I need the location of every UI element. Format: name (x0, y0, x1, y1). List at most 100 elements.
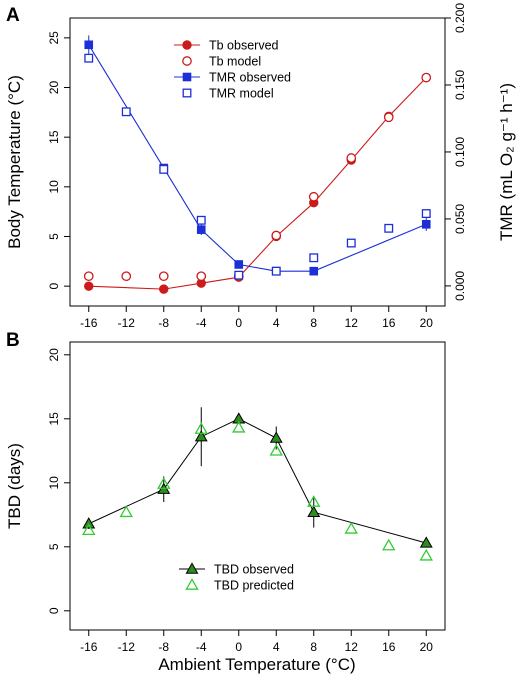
panel-a-x-tick-label: 4 (273, 316, 280, 330)
tmr-model-point (309, 253, 319, 263)
panel-a-x-tick-label: 16 (382, 316, 396, 330)
tb-model-point (158, 271, 169, 282)
legend-tmr-model-label: TMR model (209, 87, 274, 101)
tmr-model-point (121, 107, 131, 117)
panel-b-x-tick-label: 20 (420, 640, 434, 654)
panel-b-y-tick-label: 15 (47, 412, 61, 426)
tb-model-point (421, 72, 432, 83)
legend-tmr-observed-label: TMR observed (209, 71, 291, 85)
tmr-observed-point (309, 266, 319, 276)
panel-b-x-tick-label: -12 (118, 640, 136, 654)
tbd-observed-point (419, 536, 433, 548)
legend-tbd-predicted-symbol (185, 578, 199, 590)
legend-tbd-observed-symbol (185, 562, 199, 574)
tmr-model-point (271, 266, 281, 276)
panel-b: B TBD (days) Ambient Temperature (°C) -1… (5, 330, 446, 674)
panel-b-letter: B (6, 330, 20, 351)
panel-a-x-tick-label: -12 (118, 316, 136, 330)
tb-model-point (383, 112, 394, 123)
panel-b-x-tick-label: 4 (273, 640, 280, 654)
panel-b-x-tick-label: -8 (158, 640, 169, 654)
tbd-observed-point (82, 517, 96, 529)
tb-model-point (308, 191, 319, 202)
panel-a-legend: Tb observed Tb model TMR observed TMR model (174, 39, 291, 101)
tb-model-point (271, 230, 282, 241)
legend-tbd-predicted-label: TBD predicted (214, 579, 294, 593)
tmr-model-point (234, 270, 244, 280)
panel-b-plot-frame (69, 341, 446, 631)
tb-observed-point (159, 284, 169, 294)
panel-a-y-tick-label: 15 (47, 130, 61, 144)
panel-a-x-tick-label: 20 (420, 316, 434, 330)
panel-a-y-tick-label: 25 (47, 31, 61, 45)
panel-a-plot-frame (69, 17, 446, 307)
tb-model-point (121, 271, 132, 282)
tmr-observed-point (84, 40, 94, 50)
tmr-model-point (159, 164, 169, 174)
panel-a-y2-tick-label: 0.000 (453, 271, 467, 301)
tbd-predicted-point (232, 420, 246, 433)
tbd-predicted-point (382, 538, 396, 551)
tbd-predicted-point (119, 505, 133, 518)
panel-a-y-tick-label: 10 (47, 180, 61, 194)
panel-b-y-tick-label: 20 (47, 348, 61, 362)
tmr-model-point (196, 215, 206, 225)
panel-b-y-tick-label: 10 (47, 476, 61, 490)
tb-observed-point (84, 281, 94, 291)
tmr-observed-point (196, 225, 206, 234)
tmr-model-point (346, 238, 356, 248)
panel-a-letter: A (6, 5, 20, 26)
panel-a-y-tick-label: 5 (47, 233, 61, 240)
panel-a-y-tick-label: 0 (47, 282, 61, 289)
legend-tb-observed-label: Tb observed (209, 39, 279, 53)
tbd-observed-point (307, 505, 321, 517)
panel-b-x-tick-label: 8 (310, 640, 317, 654)
panel-a-x-tick-label: -16 (80, 316, 98, 330)
tb-observed-line (88, 77, 427, 290)
panel-b-x-tick-label: -4 (196, 640, 207, 654)
legend-tbd-observed-label: TBD observed (214, 563, 294, 577)
panel-b-y-tick-label: 5 (47, 543, 61, 550)
tbd-predicted-point (269, 443, 283, 456)
panel-b-x-tick-label: 12 (345, 640, 359, 654)
panel-b-legend: TBD observed TBD predicted (179, 562, 294, 593)
tbd-predicted-point (82, 523, 96, 536)
tmr-observed-point (421, 219, 431, 229)
tbd-predicted-point (194, 422, 208, 434)
panel-a-x-tick-label: -8 (158, 316, 169, 330)
legend-tb-observed-symbol (182, 40, 192, 50)
panel-a: A Body Temperature (°C) TMR (mL O₂ g⁻¹ h… (5, 3, 516, 330)
panel-a-ylabel: Body Temperature (°C) (5, 75, 24, 249)
panel-b-ylabel: TBD (days) (5, 443, 24, 529)
tmr-model-point (384, 223, 394, 233)
tbd-predicted-point (157, 477, 171, 489)
panel-b-x-tick-label: 16 (382, 640, 396, 654)
tmr-model-point (421, 209, 431, 219)
panel-a-x-tick-label: 8 (310, 316, 317, 330)
panel-b-y-tick-label: 0 (47, 607, 61, 614)
legend-tmr-observed-symbol (182, 72, 192, 82)
tb-model-point (83, 271, 94, 282)
panel-a-x-tick-label: 0 (235, 316, 242, 330)
panel-a-y2label: TMR (mL O₂ g⁻¹ h⁻¹) (497, 83, 516, 241)
tbd-predicted-point (307, 495, 321, 507)
panel-a-y2-tick-label: 0.200 (453, 3, 467, 33)
legend-tb-model-label: Tb model (209, 55, 261, 69)
tbd-observed-line (88, 418, 427, 544)
panel-b-x-tick-label: 0 (235, 640, 242, 654)
tbd-predicted-point (344, 521, 358, 534)
panel-a-y-tick-label: 20 (47, 81, 61, 95)
panel-a-y2-tick-label: 0.100 (453, 137, 467, 167)
legend-tmr-model-symbol (182, 88, 192, 98)
tbd-observed-point (194, 430, 208, 442)
panel-a-y2-tick-label: 0.150 (453, 70, 467, 100)
x-axis-title: Ambient Temperature (°C) (158, 655, 355, 674)
tbd-observed-point (269, 431, 283, 443)
panel-a-x-tick-label: 12 (345, 316, 359, 330)
tbd-predicted-point (419, 548, 433, 561)
tmr-model-point (84, 53, 94, 63)
panel-a-y2-tick-label: 0.050 (453, 204, 467, 234)
panel-a-x-tick-label: -4 (196, 316, 207, 330)
legend-tb-model-symbol (182, 56, 192, 66)
